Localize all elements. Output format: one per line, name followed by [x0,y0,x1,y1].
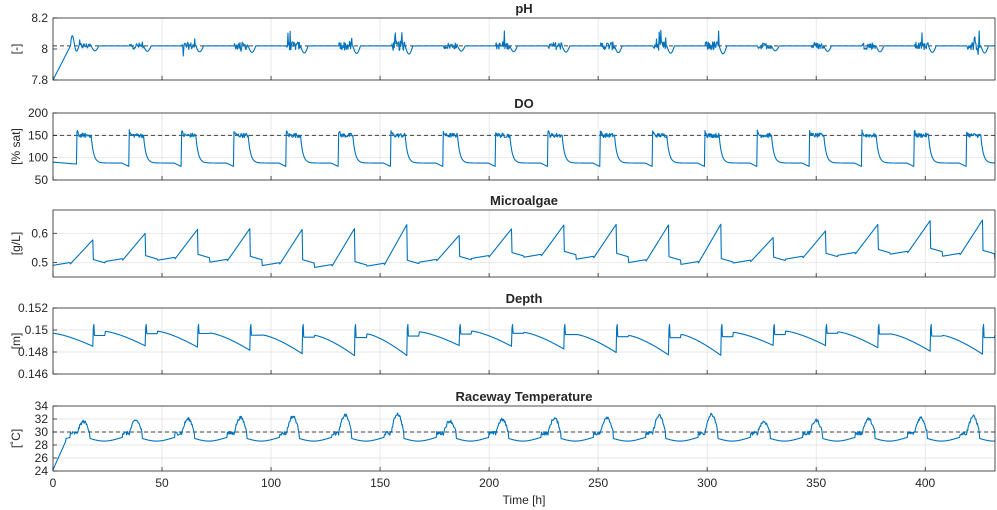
x-tick-label: 350 [806,476,826,490]
y-tick-label: 26 [35,451,49,465]
series-line-ph [52,29,995,81]
axes-box [52,209,996,278]
x-tick-label: 250 [588,476,608,490]
panel-ph: 7.8 8 8.2 pH [-] [9,1,996,87]
y-axis-label: [-] [9,44,23,55]
x-tick-label: 300 [697,476,717,490]
axes-box [52,112,996,181]
series-line-temperature [52,412,996,470]
series-line-microalgae [52,219,996,268]
y-tick-label: 100 [28,151,48,165]
y-tick-label: 0.6 [31,226,48,240]
panel-microalgae: 0.5 0.6 Microalgae [g/L] [9,193,996,278]
y-tick-label: 32 [35,412,49,426]
x-tick-label: 0 [50,476,57,490]
axes-box [52,307,996,375]
series-line-depth [52,323,996,357]
y-axis-label: [˚C] [9,429,23,448]
y-tick-label: 30 [35,425,49,439]
y-tick-label: 28 [35,438,49,452]
series-line-do [52,129,996,167]
y-axis-label: [% sat] [9,128,23,165]
x-axis-label: Time [h] [503,493,546,507]
y-axis-label: [m] [9,333,23,350]
x-tick-label: 100 [261,476,281,490]
y-tick-label: 8 [41,42,48,56]
y-tick-label: 0.152 [18,301,48,315]
y-tick-label: 34 [35,399,49,413]
y-tick-label: 0.148 [18,345,48,359]
axes-box [52,405,996,472]
x-tick-label: 200 [479,476,499,490]
y-axis-label: [g/L] [9,232,23,255]
panel-do: 50 100 150 200 DO [% sat] [9,96,996,187]
panel-title: Depth [506,291,543,306]
y-tick-label: 150 [28,128,48,142]
y-tick-label: 50 [35,173,49,187]
y-tick-label: 7.8 [31,73,48,87]
panel-title: Raceway Temperature [455,389,592,404]
panel-title: Microalgae [490,193,558,208]
y-tick-label: 24 [35,464,49,478]
x-tick-label: 50 [155,476,169,490]
y-tick-label: 0.15 [25,323,49,337]
y-tick-label: 200 [28,106,48,120]
y-tick-label: 8.2 [31,11,48,25]
y-tick-label: 0.146 [18,367,48,381]
panel-title: DO [514,96,534,111]
panel-title: pH [515,1,532,16]
x-tick-label: 400 [915,476,935,490]
x-tick-label: 150 [370,476,390,490]
y-tick-label: 0.5 [31,255,48,269]
panel-depth: 0.146 0.148 0.15 0.152 Depth [m] [9,291,996,381]
